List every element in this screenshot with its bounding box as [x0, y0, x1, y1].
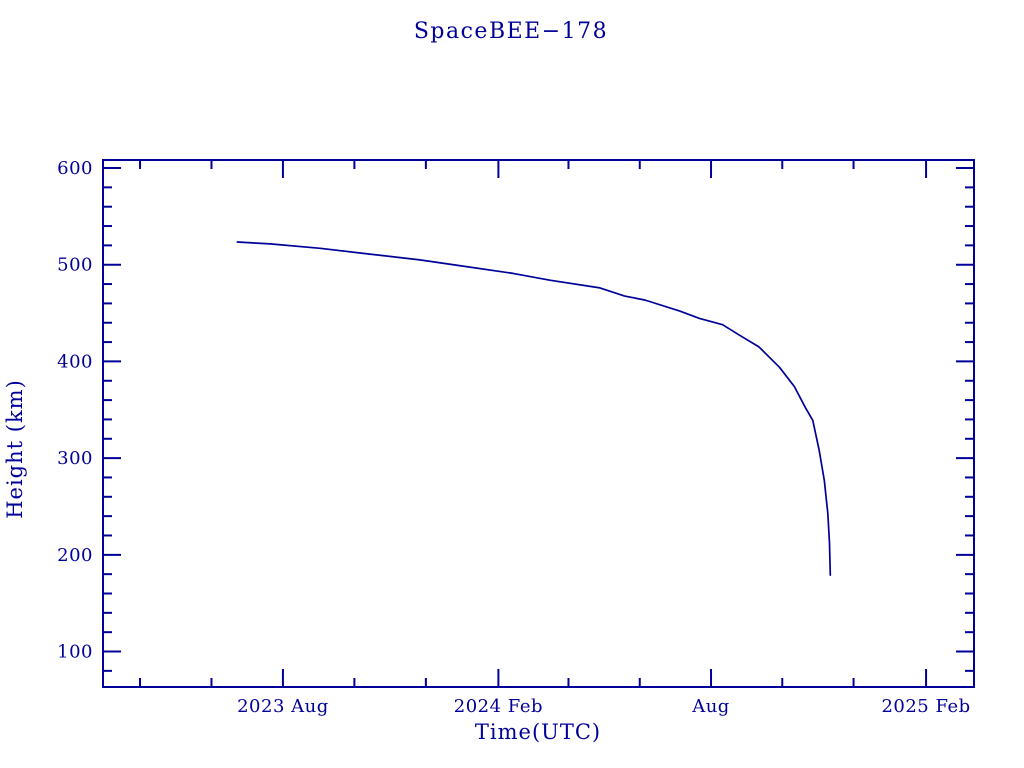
axis-ticks-layer — [103, 160, 974, 687]
x-tick-label: 2023 Aug — [237, 696, 329, 717]
x-tick-label: 2024 Feb — [454, 696, 543, 717]
chart-title: SpaceBEE−178 — [414, 19, 608, 44]
y-tick-label: 300 — [57, 448, 93, 469]
y-axis-label: Height (km) — [3, 379, 27, 519]
tick-labels-layer: 2023 Aug 2024 Feb Aug 2025 Feb 600 500 400 300 2… — [57, 158, 970, 717]
height-curve — [236, 241, 832, 576]
x-tick-label: 2025 Feb — [881, 696, 970, 717]
y-tick-label: 100 — [57, 642, 93, 663]
y-tick-label: 600 — [57, 158, 93, 179]
x-tick-label: Aug — [691, 696, 730, 717]
y-tick-label: 400 — [57, 351, 93, 372]
y-tick-label: 500 — [57, 255, 93, 276]
x-axis-label: Time(UTC) — [475, 720, 601, 744]
y-tick-label: 200 — [57, 545, 93, 566]
plot-frame — [102, 159, 975, 688]
